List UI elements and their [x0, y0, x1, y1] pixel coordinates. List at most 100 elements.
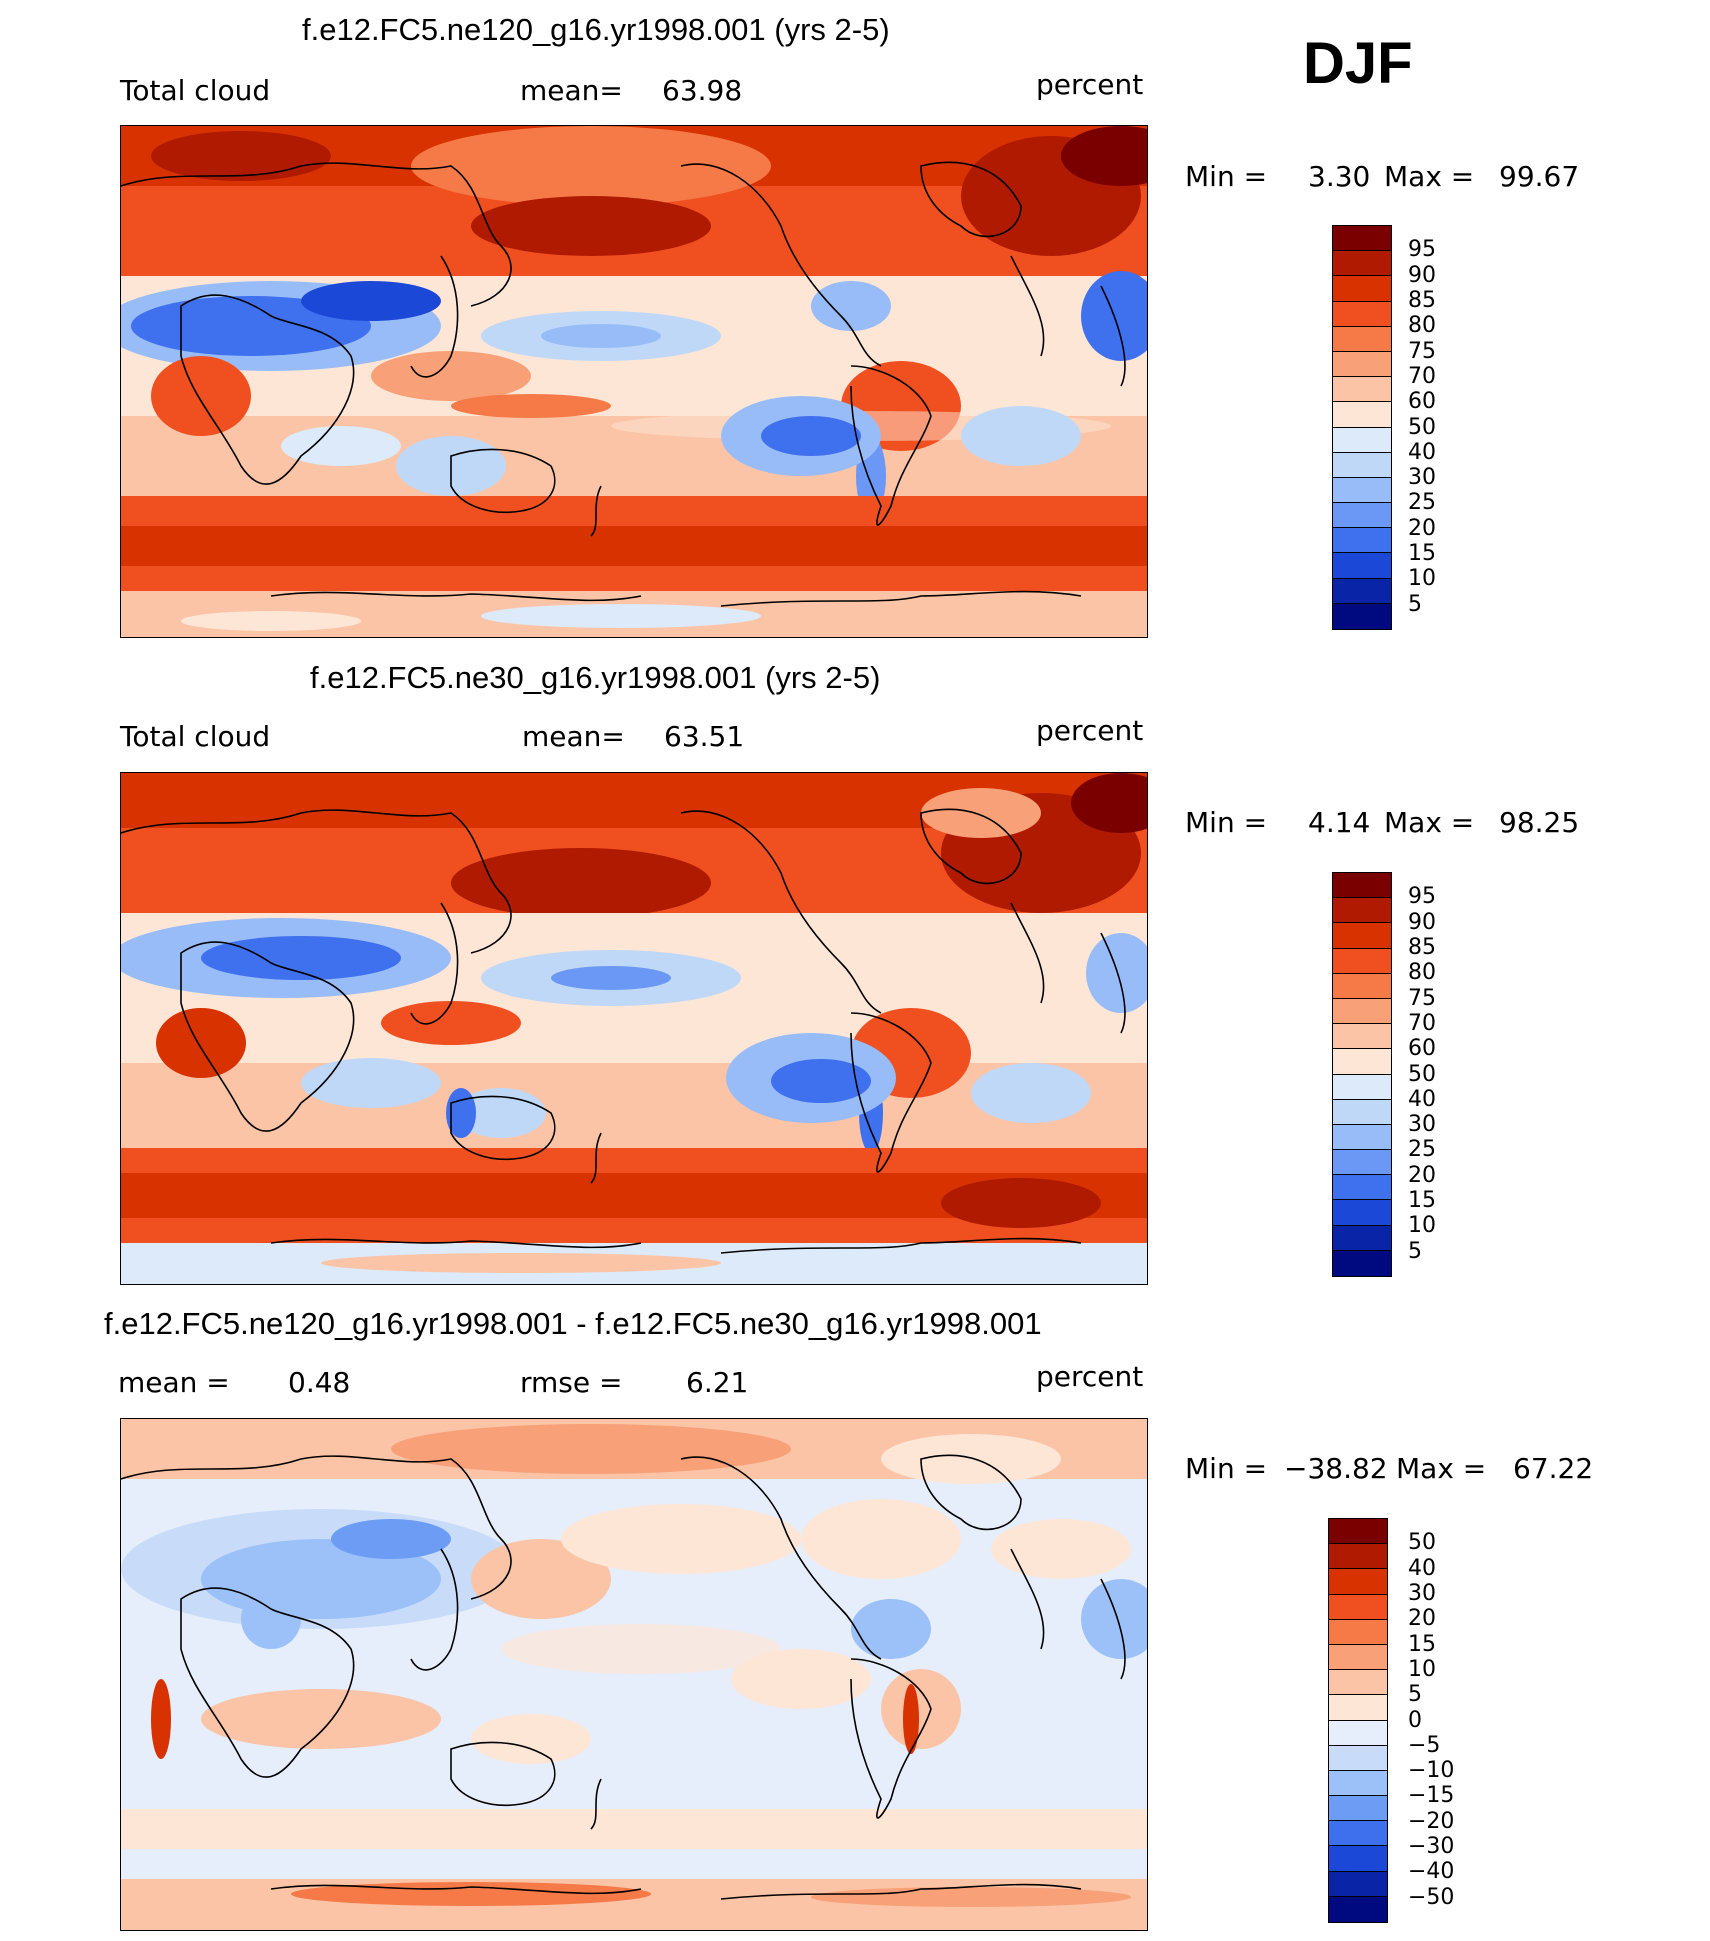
colorbar-swatch [1333, 226, 1391, 252]
panel3-max-value: 67.22 [1513, 1452, 1594, 1485]
colorbar-tick-label: 95 [1408, 884, 1436, 910]
colorbar-swatch [1333, 923, 1391, 949]
colorbar-swatch [1329, 1594, 1387, 1620]
colorbar-tick-label: 70 [1408, 1010, 1436, 1036]
colorbar-tick-label: −50 [1408, 1884, 1455, 1910]
colorbar-swatch [1333, 1024, 1391, 1050]
panel2-variable-label: Total cloud [120, 720, 271, 753]
panel3-units: percent [1036, 1360, 1144, 1393]
colorbar-tick-label: 30 [1408, 1580, 1436, 1606]
colorbar-swatch [1333, 276, 1391, 302]
panel2-mean-label: mean= [522, 720, 625, 753]
colorbar-tick-label: 60 [1408, 1036, 1436, 1062]
colorbar-tick-label: 5 [1408, 591, 1422, 617]
panel1-max-label: Max = [1384, 160, 1475, 193]
colorbar-tick-label: 10 [1408, 1656, 1436, 1682]
colorbar-swatch [1333, 351, 1391, 378]
colorbar-swatch [1329, 1569, 1387, 1595]
panel2-map [120, 772, 1148, 1285]
colorbar-tick-label: 60 [1408, 389, 1436, 415]
colorbar-tick-label: 85 [1408, 287, 1436, 313]
colorbar-swatch [1333, 1225, 1391, 1251]
colorbar-swatch [1333, 528, 1391, 554]
colorbar-tick-label: 20 [1408, 1162, 1436, 1188]
panel1-mean-value: 63.98 [662, 74, 743, 107]
colorbar-tick-label: 50 [1408, 414, 1436, 440]
colorbar-tick-label: 5 [1408, 1238, 1422, 1264]
colorbar-swatch [1329, 1644, 1387, 1671]
panel1-units: percent [1036, 68, 1144, 101]
colorbar-swatch [1329, 1745, 1387, 1771]
colorbar-swatch [1333, 377, 1391, 403]
colorbar-tick-label: 20 [1408, 515, 1436, 541]
colorbar-swatch [1333, 1074, 1391, 1100]
colorbar-swatch [1329, 1871, 1387, 1897]
colorbar-swatch [1333, 503, 1391, 529]
colorbar-swatch [1333, 1175, 1391, 1201]
colorbar-swatch [1329, 1519, 1387, 1545]
panel1-max-value: 99.67 [1499, 160, 1580, 193]
colorbar-tick-label: 40 [1408, 1086, 1436, 1112]
colorbar-tick-label: 75 [1408, 985, 1436, 1011]
colorbar-tick-label: 90 [1408, 262, 1436, 288]
colorbar-tick-label: −30 [1408, 1834, 1455, 1860]
colorbar-swatch [1329, 1544, 1387, 1570]
colorbar-swatch [1333, 1099, 1391, 1125]
colorbar-tick-label: 80 [1408, 313, 1436, 339]
panel2-colorbar [1332, 872, 1392, 1277]
colorbar-swatch [1333, 873, 1391, 899]
panel1-map-field [121, 126, 1147, 637]
colorbar-swatch [1333, 427, 1391, 453]
panel1-min-value: 3.30 [1308, 160, 1371, 193]
panel3-map-field [121, 1419, 1147, 1930]
colorbar-swatch [1329, 1846, 1387, 1872]
colorbar-swatch [1333, 998, 1391, 1025]
panel1-variable-label: Total cloud [120, 74, 271, 107]
panel1-map [120, 125, 1148, 638]
colorbar-tick-label: 20 [1408, 1606, 1436, 1632]
colorbar-swatch [1329, 1695, 1387, 1721]
colorbar-swatch [1333, 973, 1391, 999]
panel2-map-field [121, 773, 1147, 1284]
panel2-units: percent [1036, 714, 1144, 747]
panel1-title: f.e12.FC5.ne120_g16.yr1998.001 (yrs 2-5) [302, 12, 890, 47]
colorbar-tick-label: 15 [1408, 541, 1436, 567]
colorbar-swatch [1329, 1619, 1387, 1645]
panel3-rmse-label: rmse = [520, 1366, 623, 1399]
colorbar-swatch [1333, 898, 1391, 924]
colorbar-swatch [1333, 326, 1391, 352]
colorbar-tick-label: 40 [1408, 1555, 1436, 1581]
colorbar-tick-label: 95 [1408, 237, 1436, 263]
panel3-mean-label: mean = [118, 1366, 230, 1399]
colorbar-tick-label: 85 [1408, 934, 1436, 960]
panel1-min-label: Min = [1185, 160, 1268, 193]
colorbar-tick-label: 75 [1408, 338, 1436, 364]
colorbar-tick-label: 0 [1408, 1707, 1422, 1733]
colorbar-swatch [1333, 251, 1391, 277]
colorbar-tick-label: 90 [1408, 909, 1436, 935]
colorbar-tick-label: 10 [1408, 566, 1436, 592]
panel3-map [120, 1418, 1148, 1931]
colorbar-swatch [1329, 1720, 1387, 1746]
colorbar-swatch [1333, 477, 1391, 504]
colorbar-swatch [1329, 1821, 1387, 1847]
colorbar-swatch [1333, 1200, 1391, 1226]
colorbar-tick-label: 25 [1408, 1137, 1436, 1163]
colorbar-tick-label: 50 [1408, 1061, 1436, 1087]
panel1-colorbar [1332, 225, 1392, 630]
panel3-colorbar [1328, 1518, 1388, 1923]
colorbar-tick-label: 80 [1408, 960, 1436, 986]
panel1-mean-label: mean= [520, 74, 623, 107]
colorbar-tick-label: 15 [1408, 1631, 1436, 1657]
colorbar-tick-label: 70 [1408, 363, 1436, 389]
panel3-max-label: Max = [1396, 1452, 1487, 1485]
colorbar-swatch [1329, 1670, 1387, 1696]
panel3-mean-value: 0.48 [288, 1366, 351, 1399]
colorbar-tick-label: 10 [1408, 1213, 1436, 1239]
colorbar-swatch [1333, 553, 1391, 579]
colorbar-swatch [1329, 1896, 1387, 1922]
colorbar-tick-label: −5 [1408, 1732, 1441, 1758]
colorbar-swatch [1333, 1049, 1391, 1075]
colorbar-swatch [1333, 948, 1391, 974]
colorbar-swatch [1333, 452, 1391, 478]
